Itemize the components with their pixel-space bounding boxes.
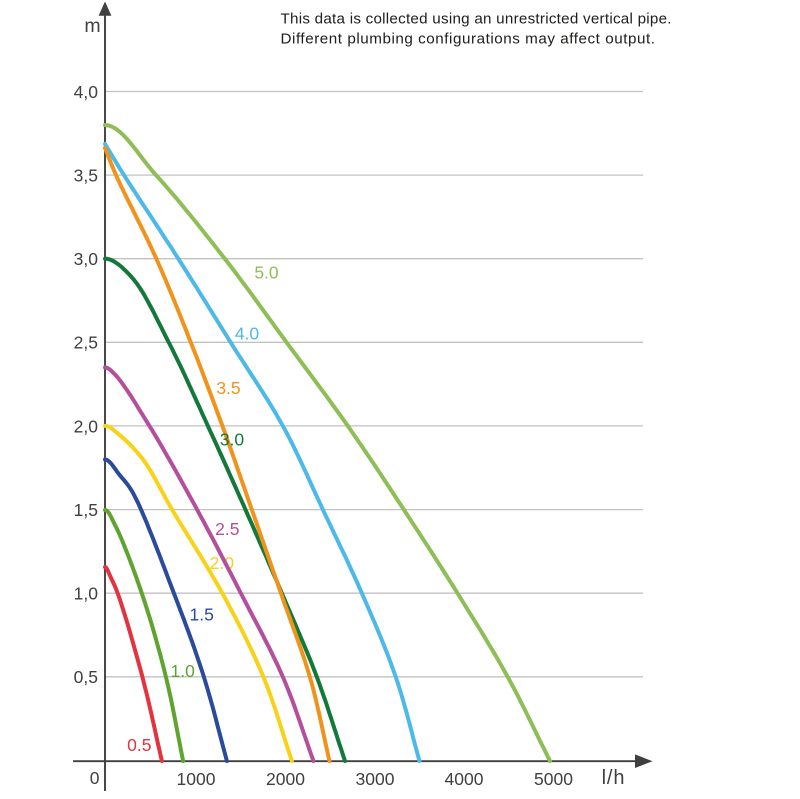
svg-text:4000: 4000 bbox=[445, 769, 484, 789]
svg-text:3.5: 3.5 bbox=[216, 378, 240, 398]
svg-text:5000: 5000 bbox=[534, 769, 573, 789]
svg-text:This data is collected using a: This data is collected using an unrestri… bbox=[281, 10, 672, 27]
svg-text:4,0: 4,0 bbox=[74, 82, 99, 102]
svg-text:4.0: 4.0 bbox=[235, 324, 260, 344]
svg-text:l/h: l/h bbox=[602, 767, 626, 789]
svg-text:2,5: 2,5 bbox=[74, 333, 98, 353]
svg-text:1000: 1000 bbox=[177, 769, 216, 789]
svg-text:Different plumbing configurati: Different plumbing configurations may af… bbox=[281, 31, 656, 48]
svg-text:3,0: 3,0 bbox=[74, 249, 99, 269]
svg-text:0,5: 0,5 bbox=[74, 667, 98, 687]
svg-text:1,5: 1,5 bbox=[74, 500, 98, 520]
svg-text:5.0: 5.0 bbox=[254, 262, 279, 282]
svg-text:2000: 2000 bbox=[266, 769, 305, 789]
svg-text:1,0: 1,0 bbox=[74, 584, 99, 604]
svg-text:m: m bbox=[84, 15, 100, 37]
svg-text:3000: 3000 bbox=[356, 769, 395, 789]
svg-text:3.0: 3.0 bbox=[220, 429, 245, 449]
svg-text:3,5: 3,5 bbox=[74, 166, 98, 186]
svg-text:0.5: 0.5 bbox=[127, 735, 151, 755]
svg-text:2,0: 2,0 bbox=[74, 416, 99, 436]
svg-text:1.5: 1.5 bbox=[190, 605, 214, 625]
svg-text:1.0: 1.0 bbox=[171, 661, 196, 681]
svg-text:2.5: 2.5 bbox=[215, 519, 239, 539]
svg-text:0: 0 bbox=[90, 768, 100, 788]
